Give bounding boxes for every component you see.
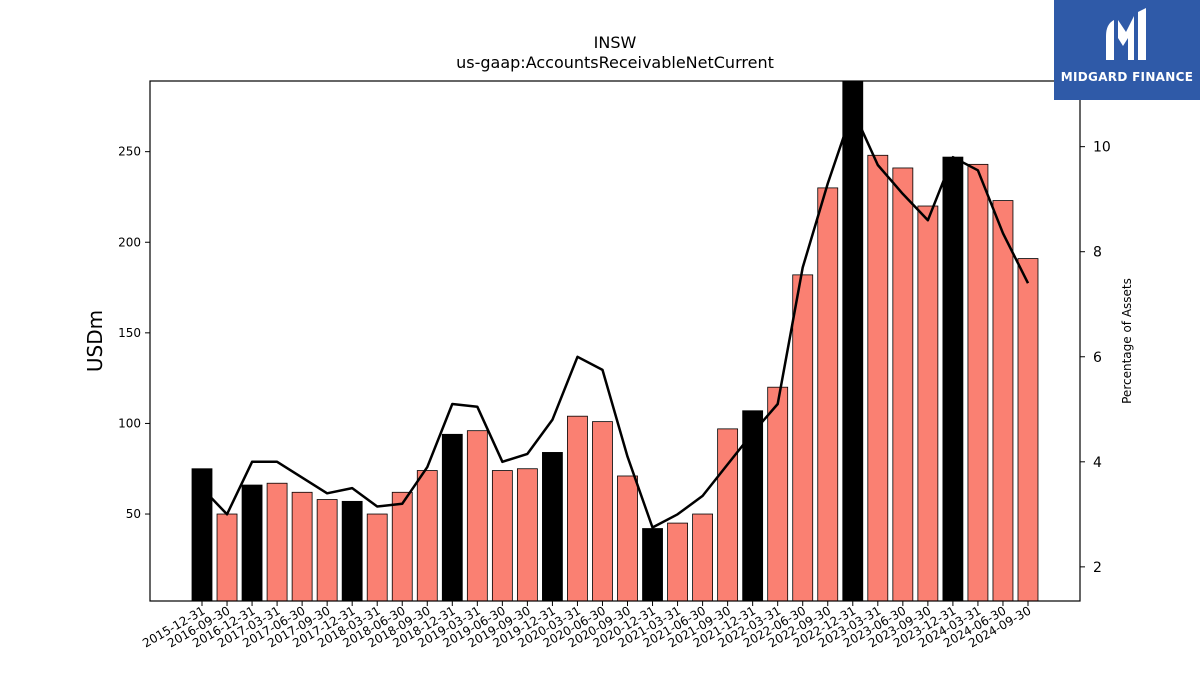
bar-2024-03-31	[967, 163, 989, 602]
bar-2016-09-30	[216, 513, 238, 602]
plot-frame	[149, 80, 1081, 602]
bars	[191, 80, 1039, 602]
right-axis-ticks: 2 4 6 8 10	[1080, 140, 1111, 576]
bar-2024-09-30	[1017, 258, 1039, 602]
chart-subtitle: us-gaap:AccountsReceivableNetCurrent	[456, 53, 774, 72]
percentage-line	[201, 108, 1030, 529]
x-axis-ticks: 2015-12-312016-09-302016-12-312017-03-31…	[140, 601, 1033, 650]
bar-2017-12-31	[341, 500, 363, 602]
bar-2023-03-31	[867, 154, 889, 602]
bar-2018-06-30	[391, 491, 413, 602]
midgard-logo-icon	[1106, 8, 1146, 60]
y-tick-label: 150	[118, 326, 141, 340]
bar-2022-12-31	[842, 80, 864, 602]
y2-tick-label: 10	[1093, 140, 1111, 156]
bar-2021-12-31	[742, 410, 764, 602]
y-tick-label: 50	[126, 507, 141, 521]
y2-tick-label: 6	[1093, 350, 1102, 366]
y-tick-label: 100	[118, 416, 141, 430]
chart-title: INSW	[594, 33, 637, 52]
y-tick-label: 200	[118, 235, 141, 249]
y2-tick-label: 8	[1093, 245, 1102, 261]
bar-2022-06-30	[792, 274, 814, 602]
bar-2023-09-30	[917, 205, 939, 602]
bar-2023-12-31	[942, 156, 964, 602]
bar-2019-03-31	[466, 430, 488, 602]
bar-2018-12-31	[441, 433, 463, 602]
bar-2020-06-30	[592, 421, 613, 602]
bar-2016-12-31	[241, 484, 263, 602]
bar-2021-06-30	[692, 513, 713, 602]
y2-axis-label: Percentage of Assets	[1120, 278, 1134, 404]
bar-2020-12-31	[642, 528, 663, 602]
bar-2022-09-30	[817, 187, 839, 602]
bar-2019-06-30	[491, 470, 513, 602]
left-axis-ticks: 50 100 150 200 250	[118, 145, 150, 521]
bar-2023-06-30	[892, 167, 914, 602]
bar-2024-06-30	[992, 200, 1014, 602]
bar-2019-09-30	[516, 468, 538, 602]
bar-2017-03-31	[266, 482, 288, 602]
bar-2017-06-30	[291, 491, 313, 602]
bar-2020-03-31	[567, 415, 588, 602]
bar-2022-03-31	[767, 386, 789, 602]
y2-tick-label: 2	[1093, 560, 1102, 576]
brand-logo: MIDGARD FINANCE	[1054, 0, 1200, 100]
bar-2020-09-30	[617, 475, 638, 602]
y-axis-label: USDm	[83, 310, 107, 372]
brand-name: MIDGARD FINANCE	[1060, 70, 1194, 84]
bar-2019-12-31	[542, 452, 563, 602]
bar-2018-03-31	[366, 513, 388, 602]
bar-2018-09-30	[416, 470, 438, 602]
y2-tick-label: 4	[1093, 455, 1102, 471]
bar-2021-03-31	[667, 522, 688, 602]
bar-2017-09-30	[316, 499, 338, 602]
y-tick-label: 250	[118, 145, 141, 159]
